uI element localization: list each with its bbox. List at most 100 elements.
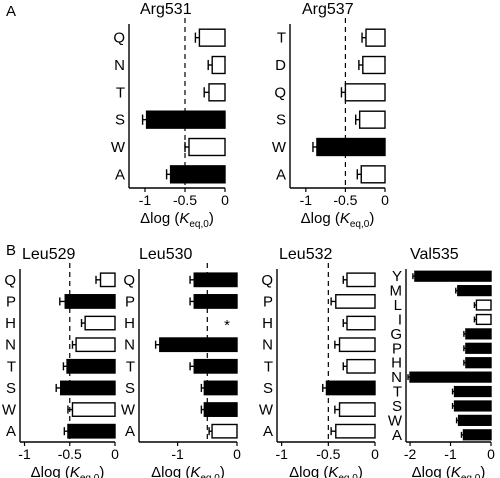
bar-n	[409, 371, 492, 383]
chart-title: Leu530	[139, 246, 192, 263]
x-tick-label: -2	[404, 446, 417, 462]
x-tick-label: 0	[221, 192, 229, 208]
x-tick-label: 0	[371, 446, 379, 462]
x-tick-label: 0	[233, 446, 241, 462]
x-tick-label: -1	[171, 446, 184, 462]
category-label: N	[262, 337, 273, 354]
category-label: N	[5, 337, 16, 354]
x-tick-label: 0	[381, 192, 389, 208]
category-label: Q	[261, 272, 273, 289]
bar-s	[203, 380, 238, 396]
bar-q	[193, 272, 238, 288]
x-axis-label: Δlog (Keq,0)	[31, 464, 105, 478]
category-label: W	[272, 139, 287, 156]
x-tick-label: -1	[275, 446, 288, 462]
category-label: A	[115, 166, 125, 183]
x-tick-label: 0	[111, 446, 119, 462]
category-label: T	[7, 358, 16, 375]
chart-title: Val535	[410, 246, 459, 263]
x-tick-label: 0	[487, 446, 495, 462]
category-label: H	[391, 355, 402, 372]
bar-a	[335, 423, 376, 439]
bar-t	[453, 385, 492, 398]
category-label: N	[114, 57, 125, 74]
bar-n	[338, 337, 376, 353]
bar-h	[84, 315, 116, 331]
category-label: S	[125, 380, 135, 397]
x-tick-label: -0.5	[58, 446, 82, 462]
category-label: T	[393, 384, 402, 401]
category-label: P	[392, 340, 402, 357]
bar-w	[316, 137, 386, 157]
x-tick-label: -1	[18, 446, 31, 462]
bar-n	[211, 55, 226, 75]
bar-y	[414, 270, 492, 282]
category-label: I	[398, 311, 402, 328]
category-label: W	[121, 402, 136, 419]
category-label: S	[6, 380, 16, 397]
x-tick-label: -1	[139, 192, 152, 208]
bar-a	[169, 165, 226, 184]
category-label: H	[124, 315, 135, 332]
category-label: Q	[113, 30, 125, 47]
chart-title: Arg531	[140, 1, 192, 18]
category-label: P	[125, 293, 135, 310]
x-axis-label-prefix: Δlog (	[151, 464, 190, 478]
category-label: T	[277, 30, 286, 47]
x-axis-label-suffix: )	[369, 210, 374, 227]
bar-s	[453, 400, 492, 412]
bar-t	[66, 358, 116, 374]
x-axis-label-prefix: Δlog (	[301, 210, 340, 227]
bar-p	[465, 342, 492, 354]
category-label: S	[276, 112, 286, 129]
category-label: W	[111, 139, 126, 156]
category-label: P	[6, 293, 16, 310]
category-label: T	[264, 358, 273, 375]
category-label: Q	[274, 84, 286, 101]
bar-a	[360, 165, 386, 184]
category-label: A	[125, 423, 135, 440]
x-axis-label-prefix: Δlog (	[289, 464, 328, 478]
bar-a	[462, 429, 492, 441]
bar-w	[203, 402, 238, 417]
x-tick-label: -1	[300, 192, 313, 208]
category-label: Q	[123, 272, 135, 289]
bar-w	[188, 137, 226, 157]
x-axis-label-k: K	[340, 210, 351, 227]
bar-n	[159, 337, 238, 353]
x-axis-label-k: K	[190, 464, 201, 478]
x-axis-label-subscript: eq,0	[80, 473, 100, 478]
bar-w	[338, 402, 376, 417]
chart-title: Leu532	[279, 246, 332, 263]
category-label: Y	[392, 268, 402, 285]
bar-s	[358, 110, 386, 129]
chart-title: Leu529	[22, 246, 75, 263]
category-label: W	[2, 402, 17, 419]
bar-l	[475, 299, 492, 311]
x-axis-label-k: K	[328, 464, 339, 478]
x-axis-label: Δlog (Keq,0)	[140, 210, 214, 230]
bar-s	[325, 380, 376, 396]
category-label: Q	[4, 272, 16, 289]
bar-h	[465, 357, 492, 369]
category-label: G	[390, 326, 402, 343]
category-label: T	[126, 358, 135, 375]
x-axis-label-k: K	[70, 464, 81, 478]
category-label: A	[6, 423, 16, 440]
bar-s	[60, 380, 116, 396]
x-axis-label-suffix: )	[209, 210, 214, 227]
bar-t	[208, 83, 226, 102]
category-label: A	[392, 427, 402, 444]
category-label: A	[276, 166, 286, 183]
x-axis-label-suffix: )	[480, 464, 485, 478]
bar-q	[99, 272, 116, 288]
x-axis-label-subscript: eq,0	[338, 473, 358, 478]
bar-i	[475, 313, 492, 326]
bar-m	[457, 285, 492, 297]
chart-title: Arg537	[302, 1, 354, 18]
bar-q	[344, 83, 386, 102]
x-axis-label-suffix: )	[358, 464, 363, 478]
